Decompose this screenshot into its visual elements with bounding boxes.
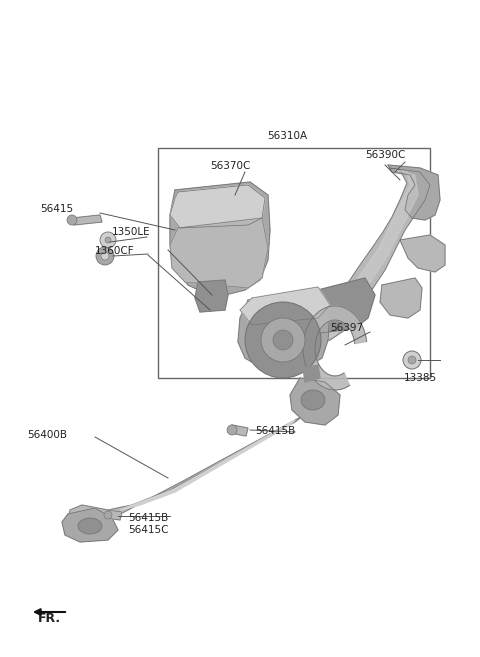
Polygon shape — [300, 168, 430, 345]
Polygon shape — [170, 218, 268, 288]
Polygon shape — [72, 215, 102, 225]
Polygon shape — [106, 510, 122, 520]
Ellipse shape — [104, 511, 112, 519]
Text: 56415B: 56415B — [128, 513, 168, 523]
Polygon shape — [290, 378, 340, 425]
Text: FR.: FR. — [38, 612, 61, 625]
Polygon shape — [170, 185, 265, 228]
Text: 56415C: 56415C — [128, 525, 168, 535]
Polygon shape — [240, 287, 330, 325]
Polygon shape — [303, 306, 367, 390]
Polygon shape — [62, 508, 118, 542]
Ellipse shape — [403, 351, 421, 369]
Text: 56397: 56397 — [330, 323, 363, 333]
Text: 56400B: 56400B — [27, 430, 67, 440]
Polygon shape — [238, 290, 330, 368]
Text: 56390C: 56390C — [365, 150, 406, 160]
Ellipse shape — [67, 215, 77, 225]
Text: 1350LE: 1350LE — [112, 227, 151, 237]
Ellipse shape — [96, 247, 114, 265]
Ellipse shape — [78, 518, 102, 534]
Bar — [158, 148, 430, 378]
Ellipse shape — [301, 390, 325, 410]
Polygon shape — [308, 170, 418, 342]
Polygon shape — [388, 165, 440, 220]
Ellipse shape — [100, 232, 116, 248]
Text: 56415B: 56415B — [255, 426, 295, 436]
Ellipse shape — [105, 237, 111, 243]
Ellipse shape — [408, 356, 416, 364]
Text: 56310A: 56310A — [267, 131, 307, 141]
Text: 1360CF: 1360CF — [95, 246, 134, 256]
Polygon shape — [380, 278, 422, 318]
Text: 56370C: 56370C — [210, 161, 251, 171]
Polygon shape — [170, 182, 270, 295]
Text: 13385: 13385 — [404, 373, 437, 383]
Polygon shape — [303, 365, 320, 382]
Ellipse shape — [261, 318, 305, 362]
Polygon shape — [120, 420, 295, 510]
Ellipse shape — [101, 252, 109, 260]
Text: 56415: 56415 — [40, 204, 73, 214]
Polygon shape — [230, 425, 248, 436]
Ellipse shape — [273, 330, 293, 350]
Polygon shape — [195, 280, 228, 312]
Polygon shape — [400, 235, 445, 272]
Polygon shape — [302, 384, 322, 412]
Ellipse shape — [245, 302, 321, 378]
Polygon shape — [68, 382, 328, 528]
Ellipse shape — [227, 425, 237, 435]
Polygon shape — [298, 278, 375, 335]
